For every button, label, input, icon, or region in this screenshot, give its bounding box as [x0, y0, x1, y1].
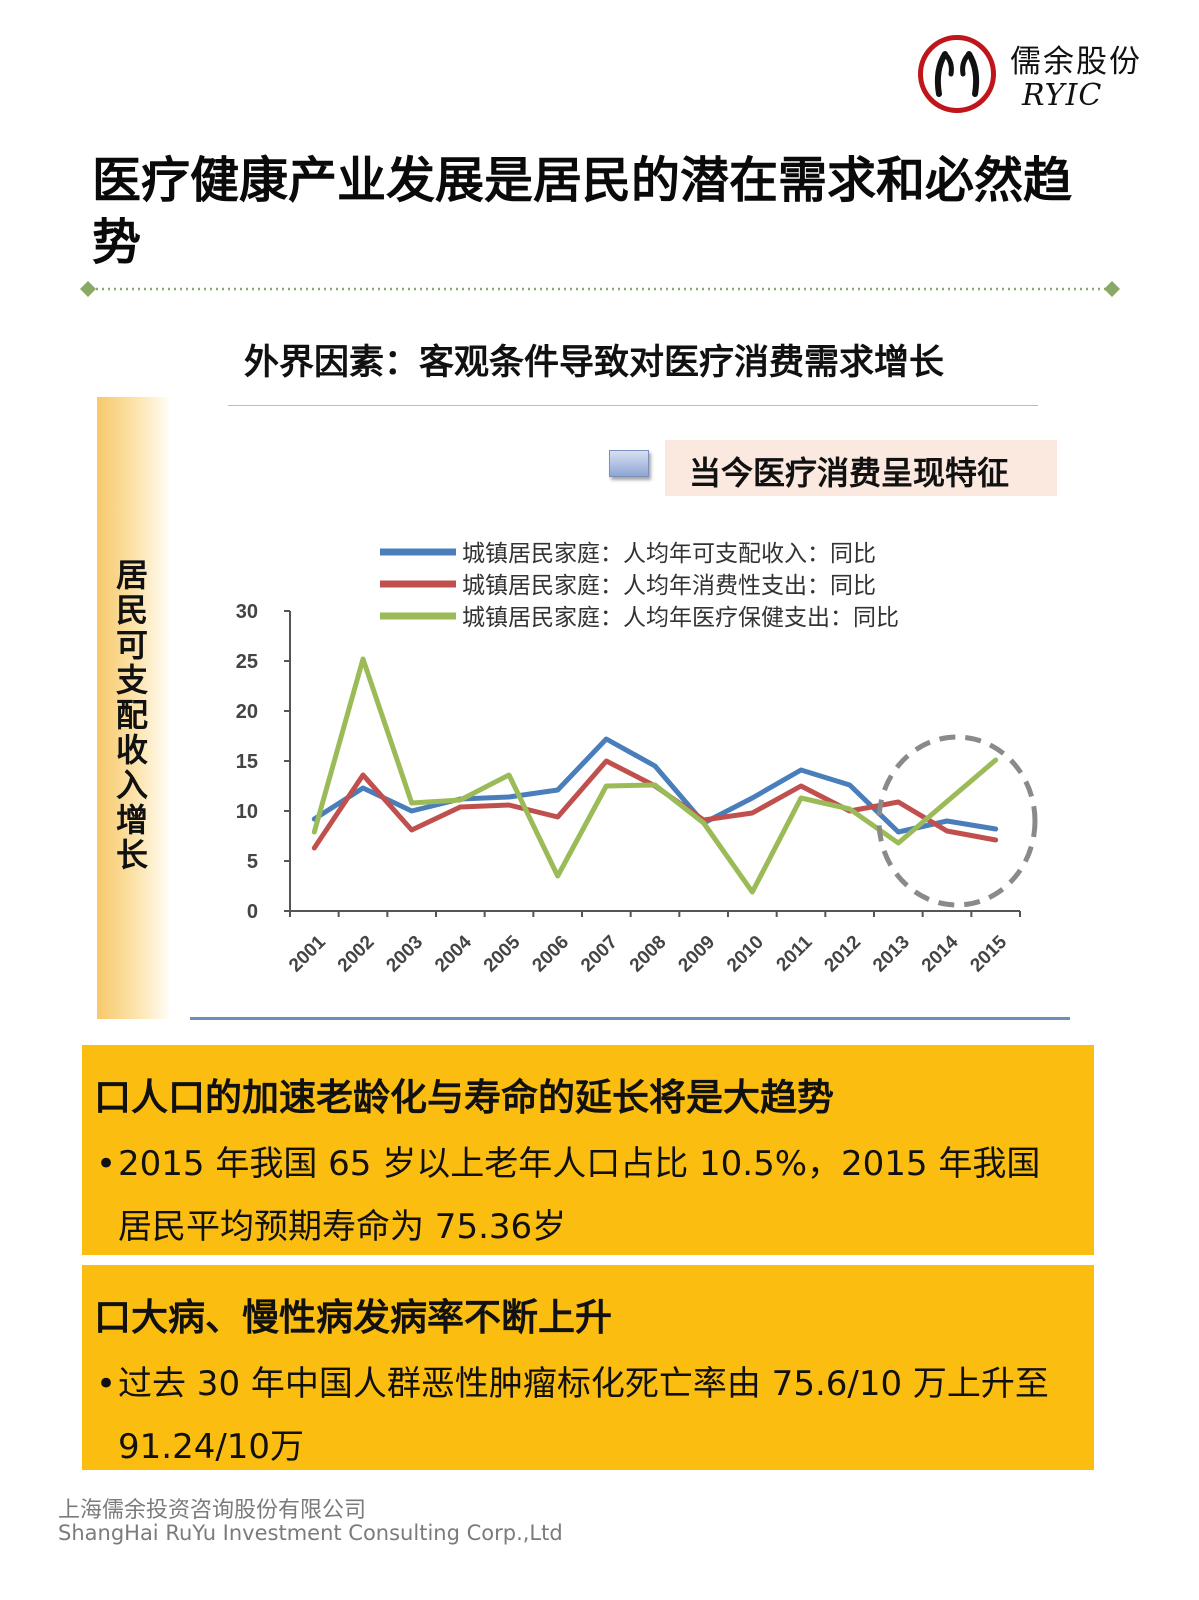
panel-heading: 口大病、慢性病发病率不断上升 [94, 1296, 612, 1339]
company-logo: 儒余股份 RYIC [918, 30, 1158, 125]
x-tick-label: 2011 [773, 931, 817, 975]
logo-text-en: RYIC [1022, 78, 1103, 113]
x-tick-label: 2013 [869, 932, 914, 977]
feature-label-box: 当今医疗消费呈现特征 [665, 440, 1057, 496]
logo-emblem [918, 35, 996, 113]
legend-label-1: 城镇居民家庭：人均年可支配收入：同比 [462, 541, 876, 567]
x-tick-label: 2005 [480, 931, 525, 976]
info-panel-disease: 口大病、慢性病发病率不断上升 • 过去 30 年中国人群恶性肿瘤标化死亡率由 7… [82, 1265, 1094, 1470]
x-tick-label: 2014 [918, 931, 963, 976]
y-tick-label: 30 [236, 601, 258, 623]
page-title: 医疗健康产业发展是居民的潜在需求和必然趋势 [92, 152, 1073, 271]
bullet-dot-icon: • [96, 1364, 117, 1404]
line-chart: 0 5 10 15 20 25 30 2001 2002 2003 2004 2005 2006 2007… [236, 541, 1038, 977]
section-subtitle: 外界因素：客观条件导致对医疗消费需求增长 [244, 343, 945, 383]
series-line-3 [311, 656, 999, 895]
title-divider [80, 281, 1120, 297]
x-tick-label: 2008 [626, 932, 671, 977]
x-tick-label: 2004 [431, 931, 476, 976]
x-tick-label: 2001 [285, 931, 330, 976]
x-tick-label: 2006 [528, 932, 573, 977]
x-tick-label: 2009 [674, 932, 719, 977]
panel-heading: 口人口的加速老龄化与寿命的延长将是大趋势 [94, 1076, 834, 1119]
x-tick-label: 2007 [577, 932, 622, 977]
panel-bullet-text: 2015 年我国 65 岁以上老年人口占比 10.5%，2015 年我国居民平均… [118, 1144, 1041, 1247]
y-tick-label: 5 [247, 851, 258, 873]
panel-bullet: • 2015 年我国 65 岁以上老年人口占比 10.5%，2015 年我国居民… [96, 1133, 1071, 1259]
subtitle-underline [228, 405, 1038, 406]
feature-swatch-icon [609, 450, 649, 477]
y-tick-label: 10 [236, 801, 258, 823]
logo-text-cn: 儒余股份 [1010, 44, 1142, 80]
bullet-dot-icon: • [96, 1144, 117, 1184]
legend-label-2: 城镇居民家庭：人均年消费性支出：同比 [462, 573, 876, 599]
chart-baseline [190, 1017, 1070, 1020]
panel-bullet: • 过去 30 年中国人群恶性肿瘤标化死亡率由 75.6/10 万上升至 91.… [96, 1353, 1071, 1479]
panel-bullet-text: 过去 30 年中国人群恶性肿瘤标化死亡率由 75.6/10 万上升至 91.24… [118, 1364, 1049, 1467]
y-tick-label: 20 [236, 701, 258, 723]
highlight-circle [876, 734, 1038, 908]
feature-label: 当今医疗消费呈现特征 [689, 454, 1010, 492]
x-tick-label: 2015 [966, 931, 1011, 976]
footer-company-cn: 上海儒余投资咨询股份有限公司 [58, 1498, 367, 1523]
side-bar-label: 居民可支配收入增长 [115, 556, 148, 874]
info-panel-aging: 口人口的加速老龄化与寿命的延长将是大趋势 • 2015 年我国 65 岁以上老年… [82, 1045, 1094, 1255]
y-tick-label: 0 [247, 901, 258, 923]
legend-label-3: 城镇居民家庭：人均年医疗保健支出：同比 [462, 605, 899, 631]
side-bar [97, 397, 169, 1019]
footer-company-en: ShangHai RuYu Investment Consulting Corp… [58, 1521, 563, 1545]
x-tick-label: 2012 [820, 932, 865, 977]
series-line-1 [311, 736, 999, 835]
y-tick-label: 25 [236, 651, 258, 673]
x-tick-label: 2003 [382, 932, 427, 977]
x-tick-label: 2002 [334, 932, 379, 977]
x-tick-label: 2010 [723, 932, 768, 977]
y-tick-label: 15 [236, 751, 258, 773]
